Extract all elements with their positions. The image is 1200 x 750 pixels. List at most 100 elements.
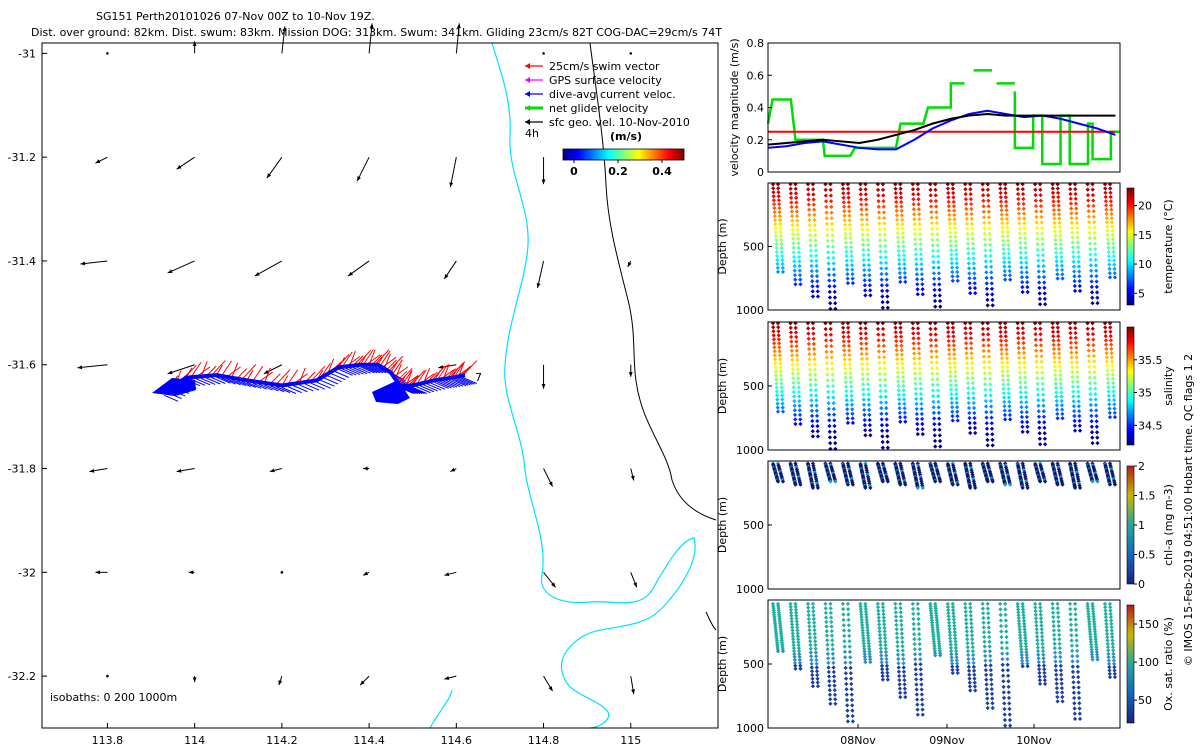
- profile-point: [829, 204, 834, 210]
- profile-point: [823, 332, 828, 337]
- profile-point: [867, 278, 872, 283]
- dac-vector: [246, 381, 262, 389]
- profile-point: [901, 244, 906, 249]
- profile-point: [910, 326, 916, 331]
- profile-point: [825, 372, 830, 377]
- profile-point: [825, 233, 830, 238]
- profile-point: [859, 217, 865, 222]
- profile-point: [1086, 209, 1091, 214]
- profile-point: [881, 349, 887, 354]
- profile-point: [867, 407, 872, 412]
- profile-point: [878, 389, 883, 394]
- sfc-vector-head: [438, 365, 444, 369]
- profile-point: [831, 250, 836, 255]
- map-ytick-label: -31.4: [8, 255, 36, 268]
- profile-point: [829, 343, 834, 349]
- profile-point: [937, 276, 942, 281]
- profile-point: [791, 376, 796, 381]
- profile-point: [967, 276, 972, 281]
- dac-vector: [258, 383, 273, 391]
- profile-point: [865, 382, 871, 387]
- profile-point: [1110, 237, 1116, 242]
- profile-point: [936, 271, 942, 276]
- profile-point: [826, 255, 831, 261]
- profile-point: [913, 252, 919, 257]
- profile-point: [774, 389, 779, 394]
- profile-point: [1074, 225, 1080, 230]
- profile-point: [780, 269, 786, 275]
- profile-point: [778, 361, 783, 366]
- profile-point: [1089, 274, 1094, 279]
- profile-point: [1110, 228, 1115, 233]
- profile-point: [880, 288, 885, 294]
- dac-vector: [320, 379, 335, 387]
- dac-vector: [365, 366, 381, 374]
- profile-point: [1036, 274, 1042, 280]
- profile-point: [1060, 272, 1065, 277]
- profile-point: [1071, 264, 1077, 269]
- profile-point: [847, 222, 853, 227]
- profile-point: [1017, 231, 1023, 236]
- profile-point: [913, 237, 918, 242]
- profile-point: [793, 330, 799, 335]
- profile-point: [1016, 201, 1021, 206]
- profile-point: [893, 334, 899, 339]
- swim-vector: [252, 365, 264, 382]
- legend-arrowhead-sfc: [525, 119, 530, 125]
- colorbar-tick-label: 10: [1138, 258, 1152, 271]
- sfc-vector-head: [541, 384, 546, 389]
- profile-point: [809, 268, 814, 274]
- profile-point: [796, 236, 801, 241]
- profile-point: [970, 226, 975, 231]
- profile-point: [1021, 211, 1027, 216]
- profile-point: [824, 343, 829, 349]
- profile-point: [1059, 259, 1064, 264]
- profile-point: [860, 372, 865, 377]
- profile-point: [1035, 231, 1040, 236]
- profile-point: [963, 192, 968, 197]
- profile-point: [897, 266, 902, 271]
- profile-point: [885, 305, 890, 310]
- profile-point: [832, 429, 837, 434]
- profile-point: [1054, 263, 1060, 268]
- profile-point: [793, 421, 798, 427]
- profile-point: [850, 407, 855, 412]
- profile-point: [885, 288, 890, 294]
- sfc-vector: [167, 364, 195, 375]
- swim-vector: [368, 349, 376, 365]
- profile-point: [1106, 241, 1111, 246]
- swim-vector: [310, 365, 326, 382]
- profile-point: [972, 281, 977, 286]
- profile-point: [881, 210, 887, 215]
- profile-point: [881, 343, 886, 349]
- profile-point: [811, 326, 816, 331]
- sfc-vector-head: [80, 261, 86, 266]
- profile-point: [955, 274, 960, 279]
- velocity-ytick-label: 0.2: [747, 134, 765, 147]
- sfc-vector-head: [541, 179, 546, 185]
- profile-point: [879, 271, 884, 277]
- profile-point: [864, 212, 869, 217]
- legend-arrowhead-dac: [525, 91, 530, 97]
- profile-point: [790, 223, 795, 228]
- profile-point: [931, 265, 936, 270]
- profile-point: [825, 238, 830, 244]
- sfc-vector-head: [282, 26, 287, 32]
- profile-point: [983, 242, 988, 247]
- dac-vector: [200, 377, 216, 385]
- profile-point: [1023, 250, 1028, 255]
- profile-point: [969, 221, 975, 226]
- profile-point: [1092, 236, 1097, 241]
- profile-point: [806, 336, 811, 341]
- profile-point: [1094, 274, 1099, 279]
- profile-point: [953, 239, 958, 244]
- profile-point: [1072, 274, 1077, 279]
- sfc-vector-head: [444, 676, 450, 680]
- profile-point: [918, 242, 923, 247]
- colorbar-tick-label: 1.5: [1138, 490, 1156, 503]
- profile-point: [899, 213, 905, 218]
- profile-point: [866, 402, 872, 407]
- profile-point: [913, 242, 918, 247]
- profile-point: [1070, 245, 1076, 250]
- profile-point: [971, 256, 976, 261]
